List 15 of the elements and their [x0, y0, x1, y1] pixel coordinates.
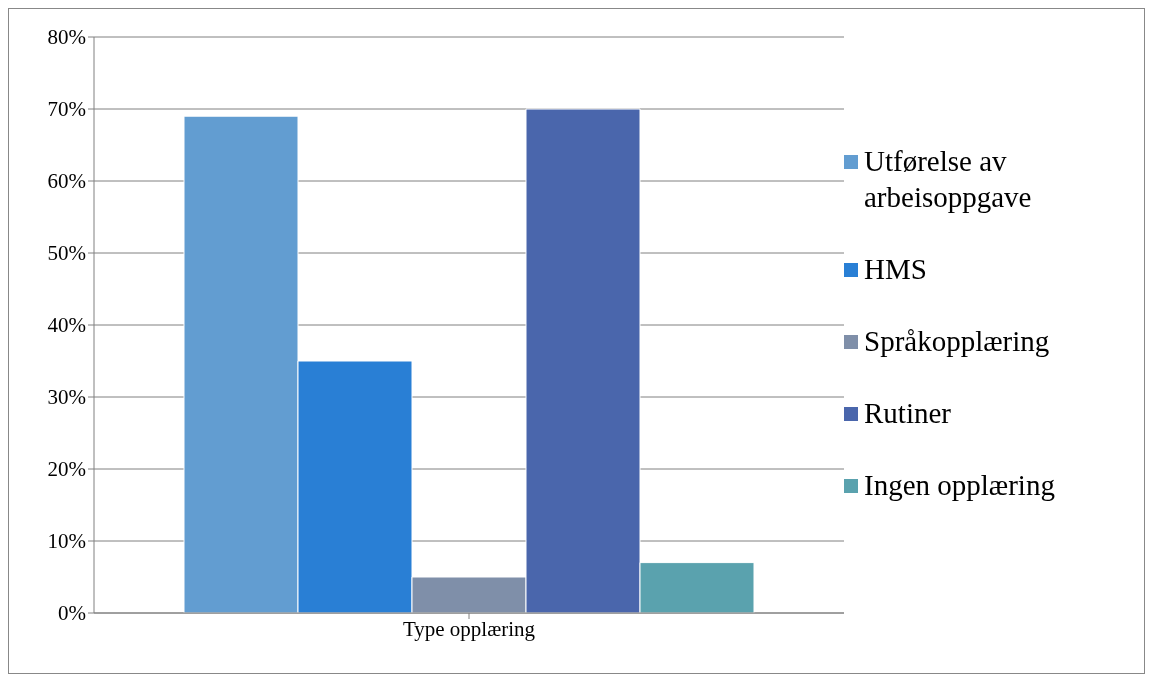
legend-label: Utførelse av arbeisoppgave: [864, 144, 1033, 215]
x-tick-label: Type opplæring: [402, 616, 536, 641]
y-tick-label: 70%: [47, 97, 86, 122]
y-tick-label: 30%: [47, 385, 86, 410]
y-tick-label: 20%: [47, 457, 86, 482]
y-tick-label: 50%: [47, 241, 86, 266]
y-tick-label: 10%: [47, 529, 86, 554]
legend-label: Språkopplæring: [864, 324, 1050, 359]
y-tick-label: 0%: [58, 601, 86, 626]
legend-label: HMS: [864, 252, 927, 287]
legend-label: Rutiner: [864, 396, 951, 431]
y-tick-label: 40%: [47, 313, 86, 338]
y-tick-label: 80%: [47, 25, 86, 50]
legend-label: Ingen opplæring: [864, 468, 1055, 503]
y-tick-label: 60%: [47, 169, 86, 194]
